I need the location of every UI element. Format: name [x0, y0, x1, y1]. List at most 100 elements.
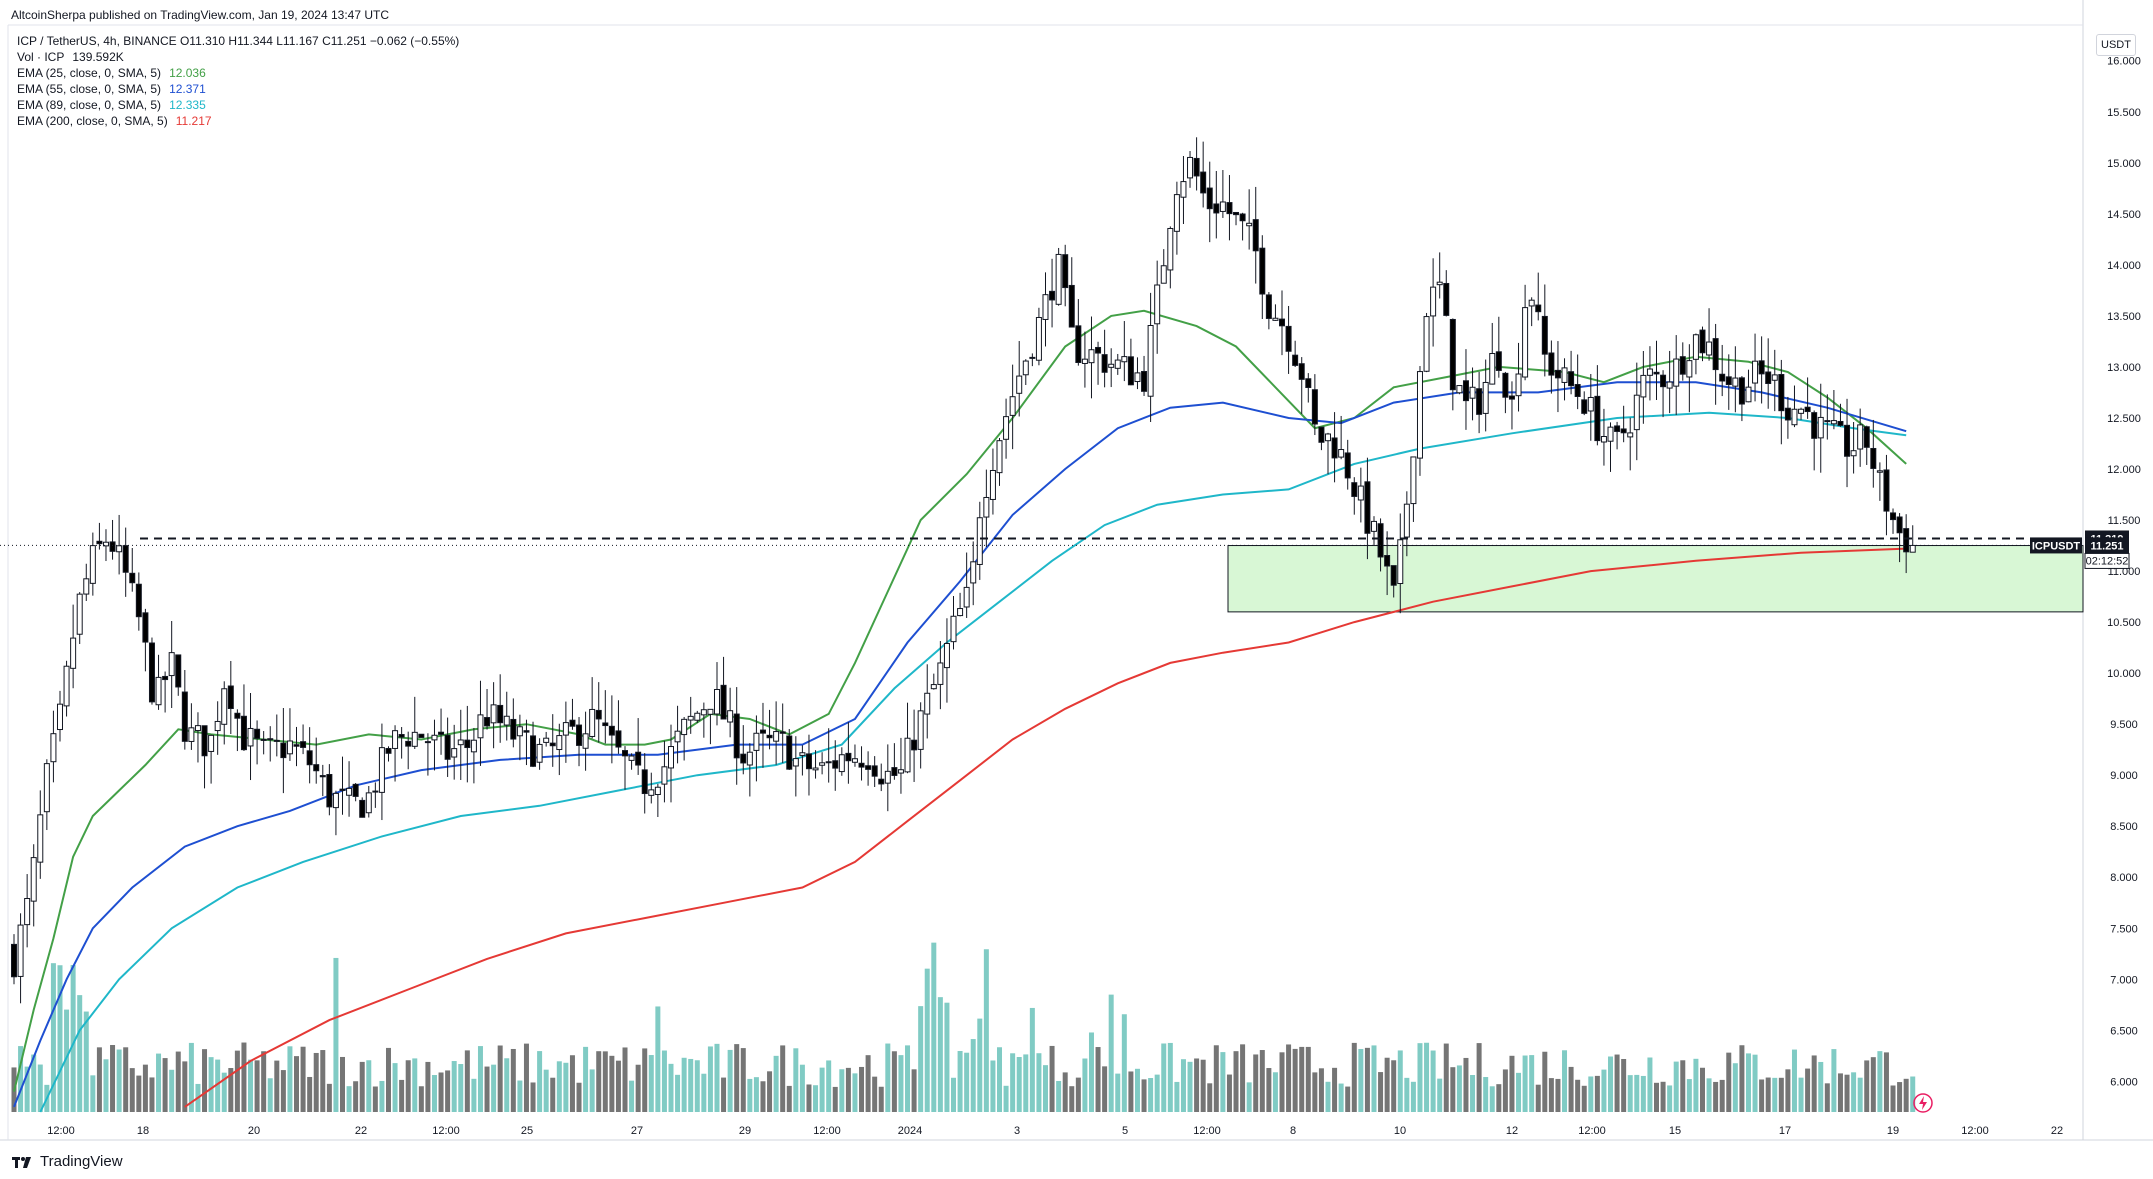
candle-body	[917, 710, 924, 750]
candle-body	[1798, 408, 1805, 414]
candle-body	[1009, 396, 1016, 416]
ema200-value: 11.217	[175, 114, 212, 128]
candle-body	[1778, 374, 1785, 412]
candle-body	[1633, 394, 1640, 431]
candle-body	[1758, 360, 1765, 375]
volume-bar	[1095, 1047, 1101, 1112]
candle-body	[43, 763, 50, 813]
candle-body	[1226, 202, 1233, 215]
candle-body	[1692, 334, 1699, 360]
candle-body	[582, 733, 589, 749]
volume-bar	[924, 968, 930, 1112]
volume-bar	[1174, 1081, 1180, 1112]
volume-bar	[1253, 1054, 1259, 1112]
candle-body	[858, 762, 865, 768]
volume-bar	[543, 1069, 549, 1112]
candle-body	[1416, 371, 1423, 459]
candle-body	[424, 741, 431, 744]
candle-body	[1489, 353, 1496, 385]
footer-brand: TradingView	[40, 1153, 123, 1170]
volume-bar	[136, 1075, 142, 1112]
price-tick-label: 6.500	[2110, 1025, 2138, 1037]
candle-body	[1108, 363, 1115, 368]
candle-body	[464, 739, 471, 749]
volume-bar	[90, 1075, 96, 1112]
volume-bar	[1437, 1078, 1443, 1112]
volume-bar	[1404, 1077, 1410, 1112]
volume-bar	[1443, 1043, 1449, 1112]
candle-body	[1016, 375, 1023, 394]
price-tick-label: 9.000	[2110, 770, 2138, 782]
price-tick-label: 15.000	[2107, 158, 2141, 170]
candle-body	[615, 730, 622, 748]
volume-bar	[451, 1061, 457, 1112]
volume-bar	[1706, 1078, 1712, 1112]
lightning-icon[interactable]	[1912, 1092, 1934, 1114]
candle-body	[766, 734, 773, 739]
time-tick-label: 18	[137, 1125, 149, 1137]
candle-body	[1423, 316, 1430, 372]
volume-bar	[294, 1056, 300, 1112]
candle-body	[1903, 528, 1910, 553]
candle-body	[970, 561, 977, 584]
time-tick-label: 12:00	[1578, 1125, 1606, 1137]
candle-body	[832, 760, 839, 769]
volume-bar	[1686, 1079, 1692, 1112]
volume-bar	[1857, 1077, 1863, 1112]
candle-body	[378, 747, 385, 793]
volume-bar	[721, 1077, 727, 1112]
volume-bar	[471, 1078, 477, 1112]
volume-bar	[832, 1086, 838, 1112]
candle-body	[1462, 380, 1469, 402]
volume-bar	[1699, 1067, 1705, 1112]
volume-bar	[379, 1080, 385, 1112]
volume-bar	[372, 1086, 378, 1112]
candle-body	[1206, 187, 1213, 210]
volume-bar	[1062, 1072, 1068, 1112]
candle-body	[1370, 520, 1377, 532]
candle-body	[247, 727, 254, 747]
volume-bar	[340, 1056, 345, 1112]
currency-button[interactable]: USDT	[2096, 34, 2136, 56]
volume-bar	[1148, 1078, 1154, 1112]
volume-bar	[24, 1066, 30, 1112]
candle-body	[779, 731, 786, 734]
candle-body	[1279, 318, 1286, 327]
candle-body	[1029, 356, 1036, 359]
candle-body	[1443, 282, 1450, 316]
volume-bar	[1765, 1077, 1771, 1112]
candle-body	[654, 786, 661, 796]
volume-bar	[839, 1069, 845, 1112]
volume-bar	[1115, 1073, 1121, 1112]
volume-bar	[1134, 1068, 1140, 1112]
volume-bar	[675, 1074, 681, 1112]
volume-bar	[576, 1082, 582, 1112]
candle-body	[661, 766, 668, 785]
volume-bar	[780, 1045, 786, 1112]
candle-body	[1068, 284, 1075, 328]
ema25-label: EMA (25, close, 0, SMA, 5)	[17, 66, 162, 80]
volume-bar	[464, 1050, 470, 1112]
candle-body	[635, 751, 642, 766]
candle-body	[293, 744, 300, 747]
volume-bar	[1502, 1069, 1508, 1112]
volume-bar	[1108, 994, 1114, 1112]
volume-bar	[1831, 1049, 1837, 1112]
volume-bar	[786, 1085, 792, 1112]
volume-bar	[1056, 1080, 1062, 1112]
volume-bar	[767, 1071, 773, 1112]
volume-bar	[1627, 1075, 1633, 1112]
volume-bar	[799, 1064, 805, 1112]
candle-body	[1600, 436, 1607, 443]
candle-body	[11, 943, 17, 978]
time-tick-label: 29	[739, 1125, 751, 1137]
volume-bar	[1818, 1061, 1824, 1112]
volume-bar	[970, 1039, 976, 1112]
volume-bar	[392, 1063, 398, 1112]
volume-bar	[1647, 1057, 1653, 1112]
candle-body	[871, 765, 878, 777]
candle-body	[1535, 304, 1542, 313]
candle-body	[1594, 395, 1601, 442]
volume-bar	[1851, 1072, 1857, 1112]
